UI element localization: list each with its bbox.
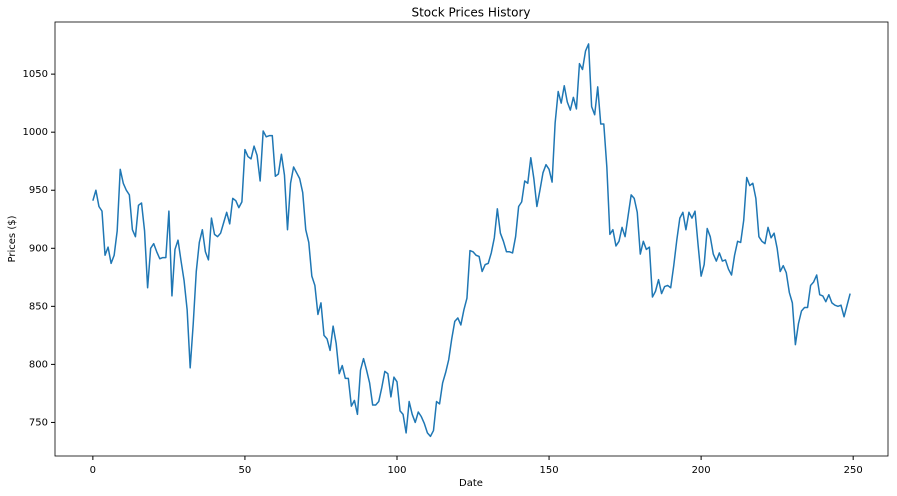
x-tick-label: 250 xyxy=(844,465,863,476)
y-tick-label: 850 xyxy=(29,301,48,312)
y-axis-label: Prices ($) xyxy=(7,215,18,262)
y-tick-label: 950 xyxy=(29,185,48,196)
y-tick-label: 750 xyxy=(29,417,48,428)
y-tick-label: 900 xyxy=(29,243,48,254)
y-tick-label: 800 xyxy=(29,359,48,370)
y-tick-label: 1050 xyxy=(23,69,48,80)
x-tick-label: 100 xyxy=(387,465,406,476)
x-tick-label: 150 xyxy=(540,465,559,476)
y-tick-label: 1000 xyxy=(23,127,48,138)
x-tick-label: 200 xyxy=(692,465,711,476)
x-axis-label: Date xyxy=(459,478,483,489)
price-line xyxy=(92,43,851,438)
x-tick-label: 50 xyxy=(239,465,252,476)
x-tick-label: 0 xyxy=(90,465,96,476)
chart-title: Stock Prices History xyxy=(411,6,530,20)
plot-frame xyxy=(54,21,889,457)
